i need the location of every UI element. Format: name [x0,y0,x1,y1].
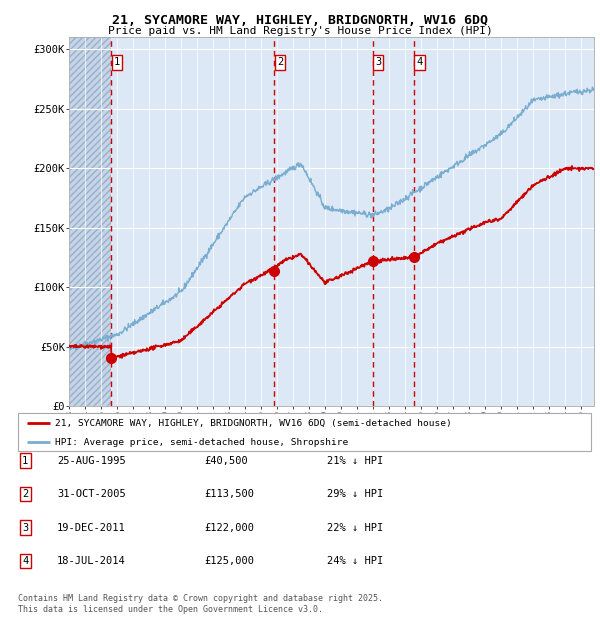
Text: 2: 2 [22,489,28,499]
Text: 3: 3 [375,58,381,68]
Text: 25-AUG-1995: 25-AUG-1995 [57,456,126,466]
Text: 22% ↓ HPI: 22% ↓ HPI [327,523,383,533]
Text: HPI: Average price, semi-detached house, Shropshire: HPI: Average price, semi-detached house,… [55,438,349,446]
Text: £125,000: £125,000 [204,556,254,566]
Text: £122,000: £122,000 [204,523,254,533]
Text: 21% ↓ HPI: 21% ↓ HPI [327,456,383,466]
Text: 24% ↓ HPI: 24% ↓ HPI [327,556,383,566]
Text: 21, SYCAMORE WAY, HIGHLEY, BRIDGNORTH, WV16 6DQ (semi-detached house): 21, SYCAMORE WAY, HIGHLEY, BRIDGNORTH, W… [55,418,452,428]
Text: 31-OCT-2005: 31-OCT-2005 [57,489,126,499]
Text: £40,500: £40,500 [204,456,248,466]
Text: Contains HM Land Registry data © Crown copyright and database right 2025.
This d: Contains HM Land Registry data © Crown c… [18,595,383,614]
Text: 3: 3 [22,523,28,533]
Text: 29% ↓ HPI: 29% ↓ HPI [327,489,383,499]
Text: £113,500: £113,500 [204,489,254,499]
Text: 1: 1 [22,456,28,466]
Text: 18-JUL-2014: 18-JUL-2014 [57,556,126,566]
Text: 19-DEC-2011: 19-DEC-2011 [57,523,126,533]
Text: 1: 1 [114,58,120,68]
Text: 21, SYCAMORE WAY, HIGHLEY, BRIDGNORTH, WV16 6DQ: 21, SYCAMORE WAY, HIGHLEY, BRIDGNORTH, W… [112,14,488,27]
Text: Price paid vs. HM Land Registry's House Price Index (HPI): Price paid vs. HM Land Registry's House … [107,26,493,36]
Text: 4: 4 [22,556,28,566]
Text: 4: 4 [416,58,422,68]
Text: 2: 2 [277,58,283,68]
FancyBboxPatch shape [18,413,591,451]
